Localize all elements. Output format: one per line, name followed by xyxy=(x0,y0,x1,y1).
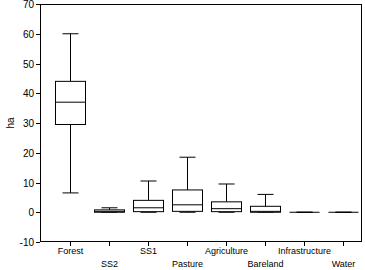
y-tick xyxy=(36,153,40,154)
box xyxy=(95,210,125,212)
chart: -10 0 10 20 30 40 50 60 70 ha Forest SS2 SS1 PastureA… xyxy=(0,0,365,270)
x-tick xyxy=(109,242,110,246)
x-tick-label: Bareland xyxy=(247,259,283,269)
y-tick xyxy=(36,64,40,65)
boxes xyxy=(56,34,359,213)
median xyxy=(212,208,242,209)
x-tick xyxy=(343,242,344,246)
x-tick xyxy=(265,242,266,246)
max-cap xyxy=(219,183,235,184)
median xyxy=(329,212,359,213)
plot-frame xyxy=(41,5,362,242)
y-tick-label: 0 xyxy=(28,207,34,218)
x-tick-label: Infrastructure xyxy=(278,246,331,256)
max-cap xyxy=(102,207,118,208)
median xyxy=(173,204,203,205)
y-tick xyxy=(36,242,40,243)
y-tick xyxy=(36,34,40,35)
box xyxy=(134,200,164,211)
median xyxy=(95,211,125,212)
upper-whisker xyxy=(265,194,266,206)
x-tick-label: SS2 xyxy=(101,259,118,269)
y-tick-label: 30 xyxy=(23,118,35,129)
upper-whisker xyxy=(70,34,71,82)
y-tick xyxy=(36,212,40,213)
y-tick xyxy=(36,93,40,94)
max-cap xyxy=(141,181,157,182)
min-cap xyxy=(63,192,79,193)
box xyxy=(329,212,359,213)
box xyxy=(290,212,320,213)
box xyxy=(251,206,281,212)
x-tick-label: Agriculture xyxy=(205,246,248,256)
upper-whisker xyxy=(148,181,149,200)
lower-whisker xyxy=(70,124,71,192)
max-cap xyxy=(258,194,274,195)
y-tick-label: 60 xyxy=(23,29,35,40)
y-axis-label: ha xyxy=(5,117,16,129)
max-cap xyxy=(180,157,196,158)
y-tick-label: 50 xyxy=(23,59,35,70)
y-tick-label: 10 xyxy=(23,178,35,189)
median xyxy=(56,102,86,103)
median xyxy=(251,211,281,212)
y-tick xyxy=(36,123,40,124)
y-tick xyxy=(36,4,40,5)
y-tick-label: 70 xyxy=(23,0,35,10)
median xyxy=(290,212,320,213)
x-tick-label: Water xyxy=(332,259,356,269)
y-tick-label: 20 xyxy=(23,148,35,159)
x-tick-label: SS1 xyxy=(140,246,157,256)
upper-whisker xyxy=(226,184,227,202)
min-cap xyxy=(180,212,196,213)
x-tick xyxy=(187,242,188,246)
max-cap xyxy=(63,33,79,34)
y-tick-label: -10 xyxy=(20,237,35,248)
x-tick-label: Pasture xyxy=(172,259,203,269)
x-tick-label: Forest xyxy=(58,246,84,256)
box xyxy=(173,190,203,211)
y-tick xyxy=(36,183,40,184)
y-tick-label: 40 xyxy=(23,88,35,99)
upper-whisker xyxy=(187,157,188,190)
box xyxy=(212,202,242,212)
median xyxy=(134,207,164,208)
box xyxy=(56,81,86,124)
